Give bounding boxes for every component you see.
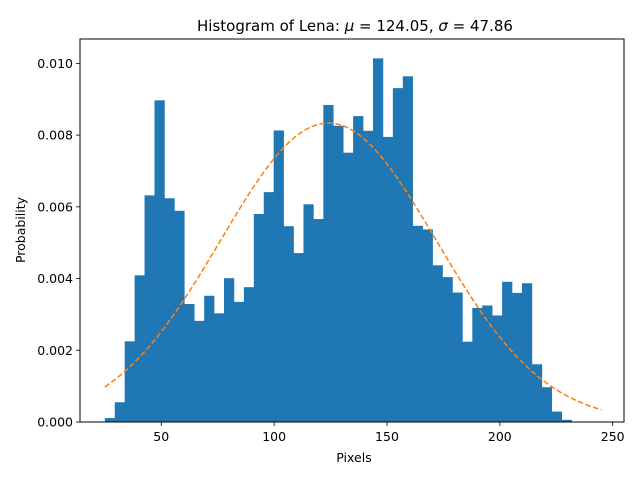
histogram-bar: [541, 387, 553, 422]
histogram-bar: [104, 418, 116, 422]
histogram-bar: [502, 281, 513, 422]
x-tick-label: 50: [153, 429, 169, 444]
histogram-bar: [253, 214, 265, 422]
histogram-bar: [114, 402, 125, 422]
histogram-bar: [283, 226, 294, 422]
histogram-bar: [224, 278, 235, 422]
histogram-bar: [184, 304, 195, 422]
histogram-bar: [561, 419, 572, 422]
histogram-bar: [194, 320, 205, 422]
histogram-bar: [521, 283, 533, 422]
x-tick-label: 200: [488, 429, 512, 444]
histogram-bar: [422, 229, 433, 422]
chart-title: Histogram of Lena: μ = 124.05, σ = 47.86: [197, 17, 513, 35]
histogram-bar: [482, 305, 493, 422]
histogram-bar: [144, 195, 155, 422]
histogram-bar: [293, 253, 304, 422]
histogram-bar: [432, 265, 443, 422]
histogram-bar: [124, 341, 135, 422]
histogram-bar: [353, 116, 364, 423]
histogram-bar: [462, 341, 473, 422]
y-tick-label: 0.010: [37, 56, 73, 71]
x-tick-label: 100: [262, 429, 286, 444]
histogram-bar: [363, 130, 374, 422]
y-tick-label: 0.000: [37, 415, 73, 430]
histogram-bar: [164, 198, 175, 422]
x-tick-label: 150: [375, 429, 399, 444]
histogram-bar: [412, 225, 423, 422]
histogram-bar: [442, 277, 453, 422]
y-tick-label: 0.004: [37, 271, 73, 286]
histogram-bars: [104, 58, 582, 423]
histogram-bar: [273, 130, 284, 422]
histogram-bar: [472, 307, 483, 422]
histogram-bar: [303, 204, 314, 422]
histogram-bar: [313, 219, 324, 422]
plot-frame: [79, 38, 625, 423]
histogram-bar: [263, 192, 274, 422]
y-axis-label: Probability: [13, 196, 28, 263]
histogram-bar: [233, 301, 245, 422]
y-tick-label: 0.006: [37, 199, 73, 214]
x-axis-label: Pixels: [336, 450, 371, 465]
y-tick-label: 0.008: [37, 128, 73, 143]
histogram-bar: [243, 287, 255, 422]
histogram-bar: [214, 313, 225, 422]
histogram-bar: [452, 292, 463, 422]
histogram-bar: [333, 125, 344, 423]
histogram-bar: [372, 58, 384, 422]
x-tick-label: 250: [601, 429, 625, 444]
histogram-bar: [492, 315, 503, 422]
histogram-bar: [174, 210, 185, 422]
x-axis-ticks: 50 100 150 200 250: [153, 422, 625, 444]
histogram-bar: [551, 411, 562, 422]
y-axis-ticks: 0.000 0.002 0.004 0.006 0.008 0.010: [37, 56, 80, 430]
histogram-bar: [531, 364, 543, 422]
histogram-bar: [154, 100, 165, 423]
histogram-bar: [382, 136, 394, 423]
histogram-bar: [402, 76, 414, 422]
histogram-bar: [392, 88, 404, 422]
histogram-bar: [204, 295, 215, 422]
histogram-bar: [134, 275, 145, 422]
histogram-bar: [343, 152, 354, 422]
normal-fit-line: [104, 122, 602, 411]
histogram-bar: [323, 104, 334, 422]
y-tick-label: 0.002: [37, 343, 73, 358]
